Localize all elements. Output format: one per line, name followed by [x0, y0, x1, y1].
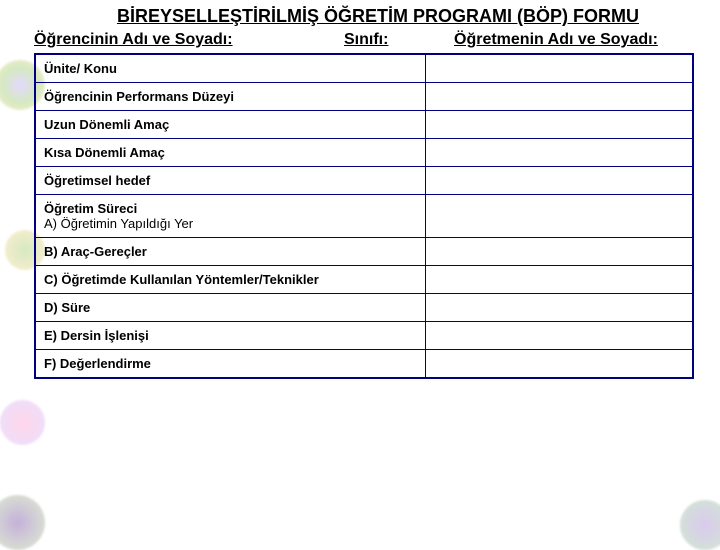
- row-label: C) Öğretimde Kullanılan Yöntemler/Teknik…: [35, 266, 426, 294]
- table-row: Öğretim Süreci A) Öğretimin Yapıldığı Ye…: [35, 195, 693, 238]
- row-value[interactable]: [426, 238, 693, 266]
- row-value[interactable]: [426, 111, 693, 139]
- table-row: D) Süre: [35, 294, 693, 322]
- row-value[interactable]: [426, 167, 693, 195]
- row-value[interactable]: [426, 266, 693, 294]
- table-row: Öğretimsel hedef: [35, 167, 693, 195]
- row-sub-label: A) Öğretimin Yapıldığı Yer: [44, 216, 417, 231]
- table-row: Kısa Dönemli Amaç: [35, 139, 693, 167]
- row-label: Öğretim Süreci A) Öğretimin Yapıldığı Ye…: [35, 195, 426, 238]
- row-label: Öğrencinin Performans Düzeyi: [35, 83, 426, 111]
- row-label: D) Süre: [35, 294, 426, 322]
- class-label: Sınıfı:: [344, 31, 454, 49]
- table-row: Ünite/ Konu: [35, 54, 693, 83]
- row-value[interactable]: [426, 350, 693, 379]
- table-row: E) Dersin İşlenişi: [35, 322, 693, 350]
- decoration: [0, 400, 45, 445]
- header-row: Öğrencinin Adı ve Soyadı: Sınıfı: Öğretm…: [34, 31, 702, 49]
- row-value[interactable]: [426, 322, 693, 350]
- row-value[interactable]: [426, 294, 693, 322]
- row-main-label: Öğretim Süreci: [44, 201, 137, 216]
- student-name-label: Öğrencinin Adı ve Soyadı:: [34, 31, 344, 49]
- table-row: F) Değerlendirme: [35, 350, 693, 379]
- row-value[interactable]: [426, 139, 693, 167]
- table-row: Öğrencinin Performans Düzeyi: [35, 83, 693, 111]
- row-value[interactable]: [426, 83, 693, 111]
- form-title: BİREYSELLEŞTİRİLMİŞ ÖĞRETİM PROGRAMI (BÖ…: [34, 6, 702, 27]
- table-row: Uzun Dönemli Amaç: [35, 111, 693, 139]
- table-row: B) Araç-Gereçler: [35, 238, 693, 266]
- row-label: Uzun Dönemli Amaç: [35, 111, 426, 139]
- row-label: Kısa Dönemli Amaç: [35, 139, 426, 167]
- row-label: E) Dersin İşlenişi: [35, 322, 426, 350]
- teacher-name-label: Öğretmenin Adı ve Soyadı:: [454, 31, 702, 49]
- row-label: B) Araç-Gereçler: [35, 238, 426, 266]
- row-value[interactable]: [426, 195, 693, 238]
- row-label: Ünite/ Konu: [35, 54, 426, 83]
- form-table: Ünite/ Konu Öğrencinin Performans Düzeyi…: [34, 53, 694, 379]
- form-container: BİREYSELLEŞTİRİLMİŞ ÖĞRETİM PROGRAMI (BÖ…: [0, 0, 720, 389]
- row-value[interactable]: [426, 54, 693, 83]
- row-label: F) Değerlendirme: [35, 350, 426, 379]
- decoration: [0, 495, 45, 550]
- row-label: Öğretimsel hedef: [35, 167, 426, 195]
- decoration: [680, 500, 720, 550]
- table-row: C) Öğretimde Kullanılan Yöntemler/Teknik…: [35, 266, 693, 294]
